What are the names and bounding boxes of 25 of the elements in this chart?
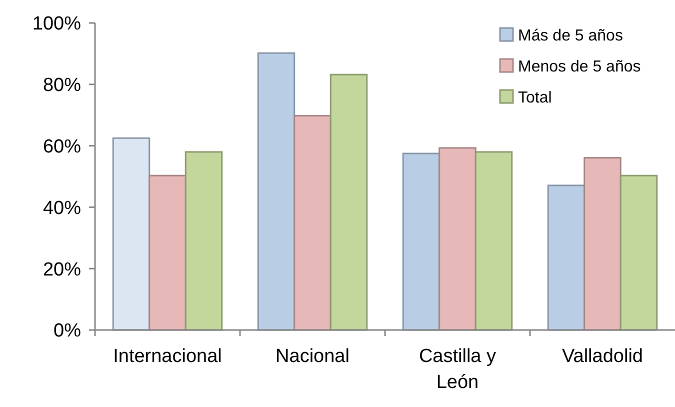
bar bbox=[257, 52, 296, 331]
bar bbox=[474, 151, 513, 331]
bar bbox=[402, 152, 440, 331]
bar bbox=[184, 151, 223, 331]
y-tick-label: 40% bbox=[42, 198, 82, 219]
x-tick-label: Castilla y León bbox=[418, 346, 497, 393]
x-tick-label: Valladolid bbox=[562, 346, 643, 367]
y-tick-label: 80% bbox=[42, 75, 82, 96]
legend-label: Más de 5 años bbox=[518, 28, 623, 45]
legend-label: Menos de 5 años bbox=[518, 58, 641, 76]
bar bbox=[584, 157, 622, 331]
x-tick-label: Nacional bbox=[276, 346, 350, 367]
legend-label: Total bbox=[518, 90, 552, 107]
bar bbox=[294, 114, 332, 331]
bar bbox=[112, 137, 150, 331]
bar bbox=[620, 174, 658, 331]
y-tick-label: 0% bbox=[54, 320, 82, 342]
y-tick-label: 20% bbox=[42, 259, 82, 280]
x-tick-label: Internacional bbox=[113, 346, 222, 367]
bar bbox=[547, 184, 586, 331]
bar bbox=[330, 74, 368, 331]
y-tick-label: 60% bbox=[42, 136, 82, 158]
bar bbox=[438, 147, 476, 331]
y-tick-label: 100% bbox=[32, 14, 82, 35]
bar bbox=[148, 174, 186, 331]
